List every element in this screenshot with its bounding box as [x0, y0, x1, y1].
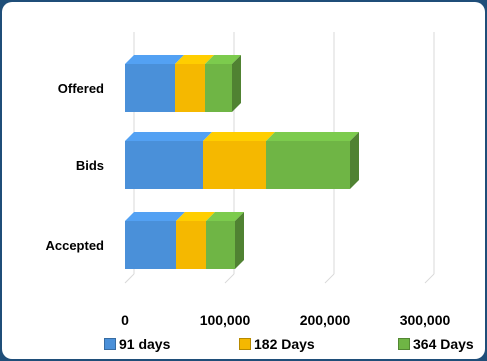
bar-top-182-days-bids: [203, 132, 275, 141]
bar-top-364-days-bids: [266, 132, 359, 141]
category-label-accepted: Accepted: [45, 238, 104, 253]
bar-side-364-days-accepted: [235, 212, 244, 269]
legend-swatch-91-days: [104, 338, 116, 350]
gridline-floor-1: [224, 273, 235, 284]
bar-182-days-offered: [175, 64, 205, 112]
bar-top-364-days-offered: [205, 55, 241, 64]
legend-item-182-days: 182 Days: [239, 336, 315, 352]
bar-182-days-accepted: [176, 221, 206, 269]
bar-182-days-bids: [203, 141, 266, 189]
legend-swatch-364-days: [398, 338, 410, 350]
bar-364-days-accepted: [206, 221, 235, 269]
gridline-floor-2: [324, 273, 335, 284]
bar-364-days-offered: [205, 64, 232, 112]
legend-label-91-days: 91 days: [119, 336, 171, 352]
bar-top-91-days-accepted: [125, 212, 185, 221]
gridline-floor-3: [424, 273, 435, 284]
bar-side-364-days-offered: [232, 55, 241, 112]
legend-item-91-days: 91 days: [104, 336, 170, 352]
gridline-floor-0: [124, 273, 135, 284]
legend-label-364-days: 364 Days: [413, 336, 474, 352]
bar-364-days-bids: [266, 141, 350, 189]
bar-top-91-days-offered: [125, 55, 184, 64]
bar-top-182-days-accepted: [176, 212, 215, 221]
x-tick-label-2: 200,000: [300, 312, 351, 328]
chart-legend: 91 days 182 Days 364 Days: [0, 336, 487, 356]
chart-plot: Offered Bids Accepted 0 100,000 200,000 300,00…: [45, 32, 451, 328]
x-tick-label-3: 300,000: [400, 312, 451, 328]
bar-top-91-days-bids: [125, 132, 212, 141]
category-label-bids: Bids: [76, 158, 104, 173]
category-label-offered: Offered: [58, 81, 104, 96]
x-tick-label-0: 0: [121, 312, 129, 328]
bar-91-days-offered: [125, 64, 175, 112]
legend-swatch-182-days: [239, 338, 251, 350]
bar-side-364-days-bids: [350, 132, 359, 189]
x-tick-label-1: 100,000: [200, 312, 251, 328]
bar-91-days-bids: [125, 141, 203, 189]
legend-item-364-days: 364 Days: [398, 336, 474, 352]
bar-top-364-days-accepted: [206, 212, 244, 221]
legend-label-182-days: 182 Days: [254, 336, 315, 352]
bar-91-days-accepted: [125, 221, 176, 269]
bar-top-182-days-offered: [175, 55, 214, 64]
